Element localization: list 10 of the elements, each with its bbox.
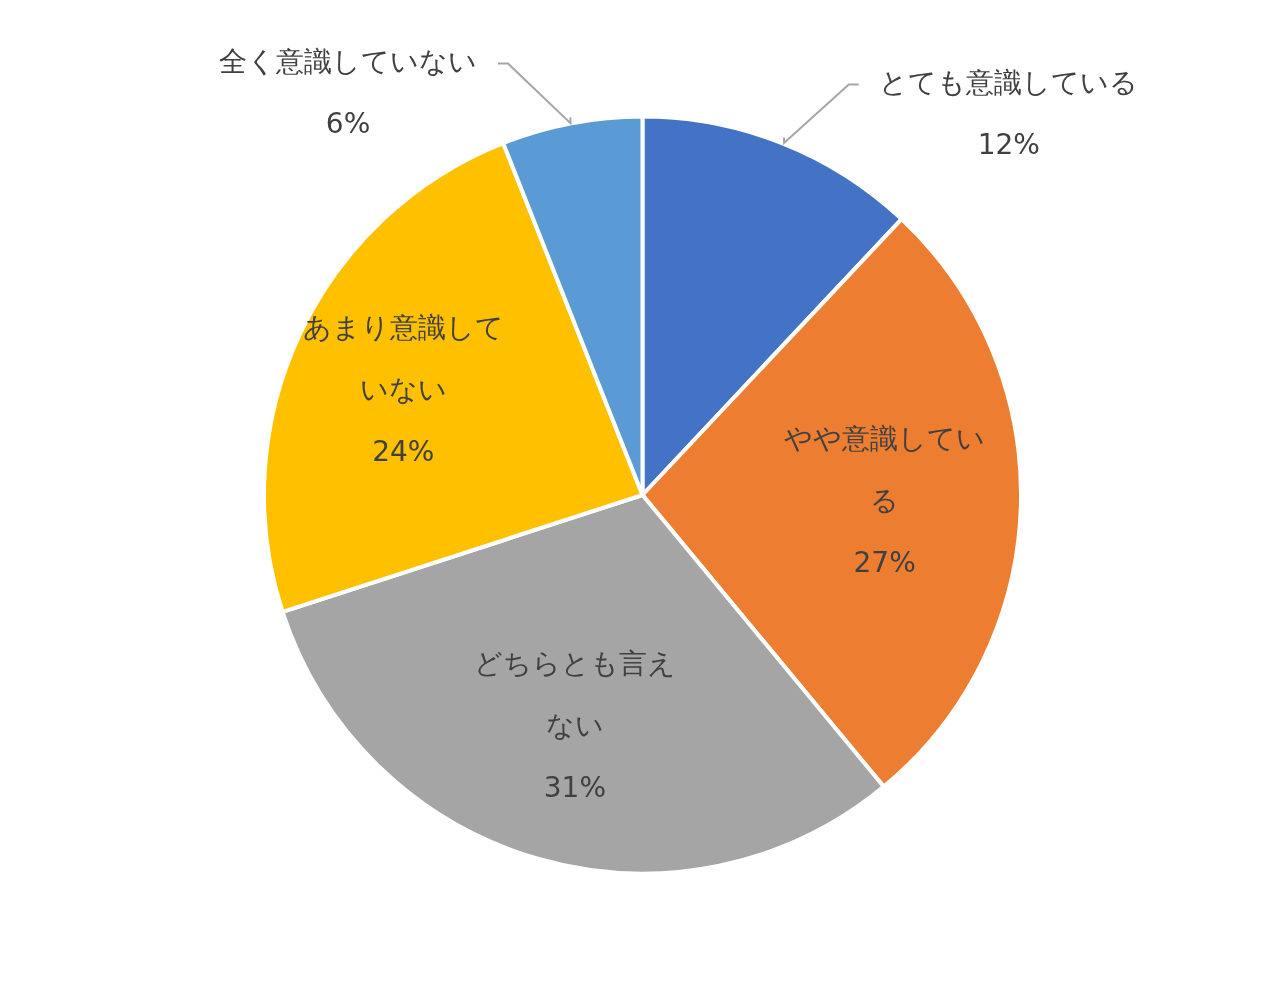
data-label: 24%: [372, 435, 435, 469]
slice-label: 全く意識していない: [219, 44, 478, 78]
slice-label: どちらとも言えない: [473, 646, 676, 742]
slice-label: あまり意識していない: [302, 311, 504, 407]
data-label: 31%: [543, 770, 607, 804]
slice-label: とても意識している: [879, 65, 1139, 99]
slice-label: やや意識している: [784, 421, 986, 517]
data-label: 12%: [977, 127, 1040, 161]
data-label: 6%: [325, 106, 371, 140]
data-label: 27%: [853, 545, 916, 579]
